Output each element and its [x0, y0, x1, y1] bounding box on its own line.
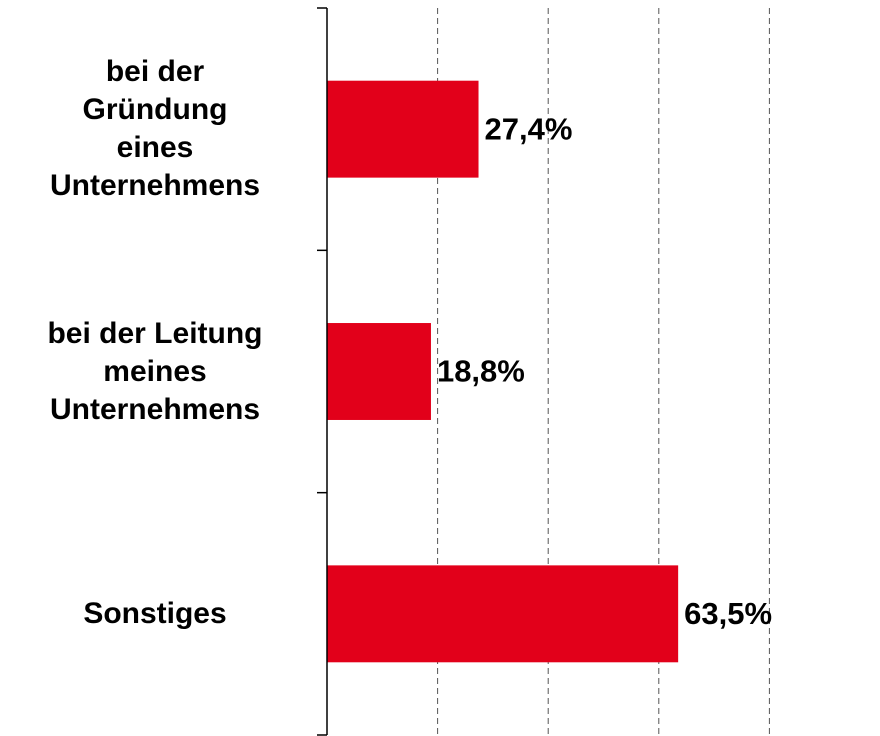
value-label: 63,5% [684, 596, 772, 631]
value-label: 27,4% [485, 111, 573, 146]
value-label: 18,8% [437, 354, 525, 389]
category-label: bei der Gründung eines Unternehmens [49, 55, 261, 203]
category-label: Sonstiges [83, 596, 227, 630]
bar [327, 565, 679, 663]
category-label: bei der Leitung meines Unternehmens [47, 316, 263, 426]
bar [327, 80, 479, 178]
bar [327, 323, 431, 420]
